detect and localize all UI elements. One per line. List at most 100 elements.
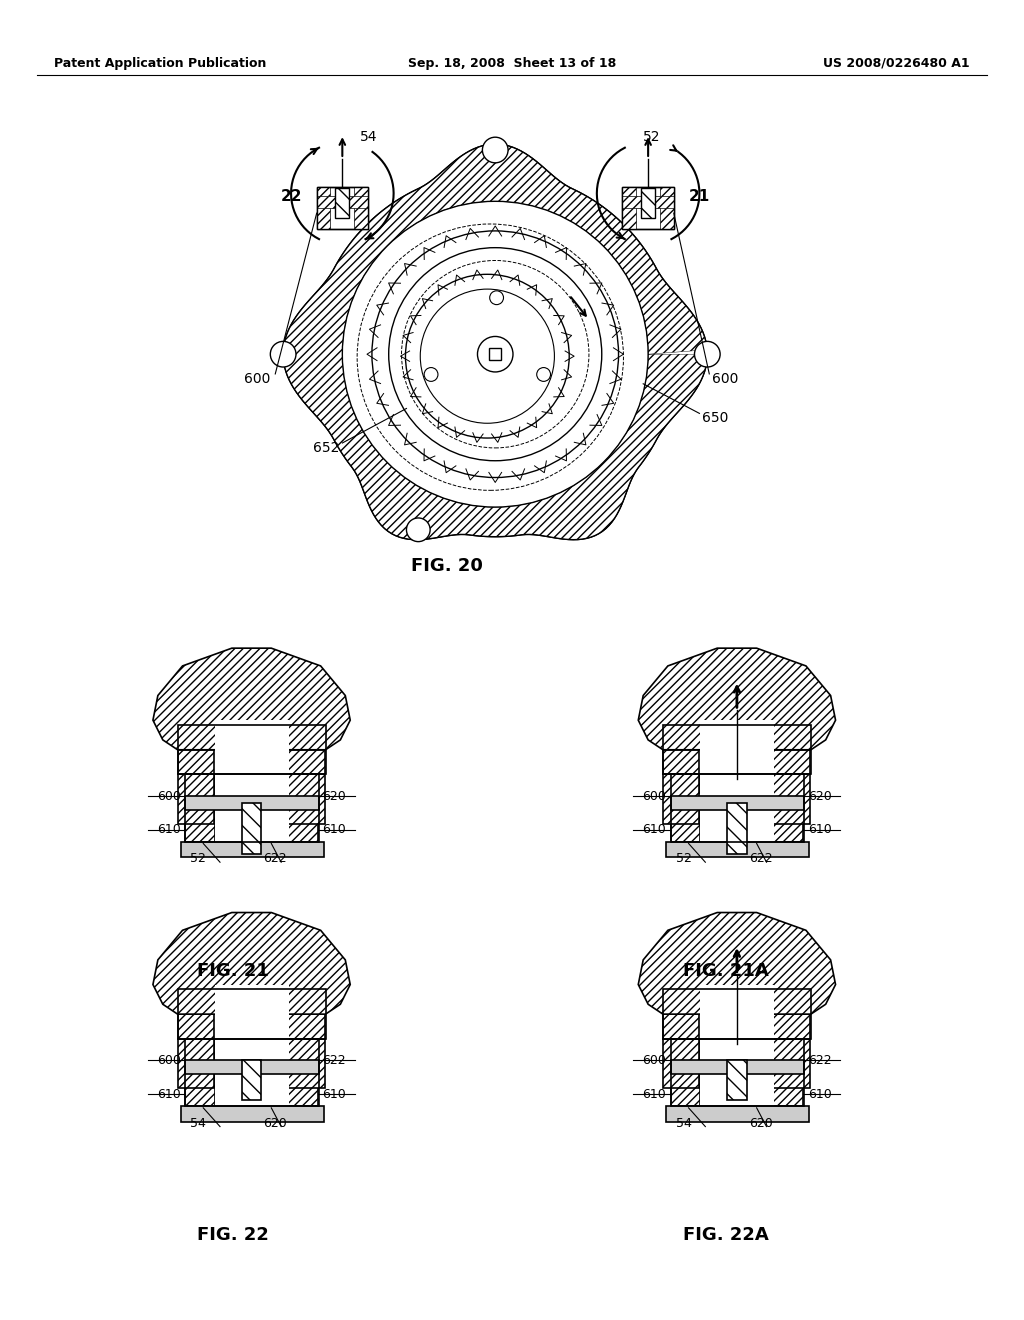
Text: 600: 600	[157, 1053, 180, 1067]
Bar	[185, 1060, 318, 1074]
Text: 622: 622	[323, 1053, 346, 1067]
Text: Patent Application Publication: Patent Application Publication	[54, 57, 266, 70]
Text: 600: 600	[244, 372, 270, 385]
Text: 52: 52	[643, 131, 660, 144]
Text: 620: 620	[263, 1117, 287, 1130]
Circle shape	[406, 275, 569, 438]
Bar	[177, 1039, 214, 1088]
Bar	[288, 775, 325, 824]
Bar	[215, 985, 289, 1014]
Bar	[177, 990, 326, 1039]
Bar	[671, 1060, 804, 1074]
Polygon shape	[153, 648, 350, 750]
Bar	[666, 1106, 809, 1122]
Bar	[671, 1039, 700, 1106]
Polygon shape	[284, 144, 708, 540]
Bar	[700, 721, 774, 750]
Bar	[663, 725, 811, 775]
Text: 620: 620	[749, 1117, 772, 1130]
Bar	[185, 1039, 215, 1106]
Text: 610: 610	[808, 1088, 831, 1101]
Polygon shape	[638, 648, 836, 750]
Bar	[185, 1057, 318, 1072]
Bar	[316, 187, 331, 228]
Polygon shape	[284, 144, 708, 540]
Bar	[215, 721, 289, 750]
Bar	[700, 985, 774, 1014]
Circle shape	[694, 342, 720, 367]
Bar	[354, 187, 368, 228]
Text: 600: 600	[642, 789, 666, 803]
Bar	[671, 775, 804, 842]
Text: FIG. 22: FIG. 22	[198, 1226, 269, 1243]
Text: 52: 52	[190, 853, 206, 865]
Bar	[177, 750, 214, 775]
Bar	[773, 1014, 810, 1039]
Bar	[242, 1060, 261, 1100]
Text: 610: 610	[323, 1088, 346, 1101]
Bar	[659, 187, 674, 228]
Circle shape	[372, 231, 618, 478]
Text: 622: 622	[749, 853, 772, 865]
Circle shape	[489, 290, 504, 305]
Text: FIG. 21: FIG. 21	[198, 962, 269, 979]
Circle shape	[424, 367, 438, 381]
Bar	[623, 187, 674, 228]
Bar	[185, 793, 318, 808]
Circle shape	[477, 337, 513, 372]
Circle shape	[343, 202, 647, 507]
Bar	[671, 775, 700, 842]
Bar	[700, 775, 774, 842]
Text: 610: 610	[642, 1088, 666, 1101]
Bar	[700, 1039, 774, 1106]
Text: 610: 610	[157, 1088, 180, 1101]
Bar	[663, 775, 699, 824]
Bar	[316, 187, 368, 228]
Bar	[336, 189, 349, 218]
Text: FIG. 20: FIG. 20	[412, 557, 483, 576]
Bar	[623, 197, 674, 209]
Circle shape	[537, 367, 551, 381]
Bar	[185, 775, 318, 842]
Bar	[663, 1039, 699, 1088]
Text: 610: 610	[642, 824, 666, 836]
Text: 52: 52	[676, 853, 691, 865]
Bar	[177, 725, 326, 775]
Text: 600: 600	[713, 372, 738, 385]
Bar	[316, 197, 368, 209]
Bar	[215, 990, 289, 1039]
Bar	[671, 1039, 804, 1106]
Bar	[489, 348, 501, 360]
Bar	[700, 725, 774, 775]
Text: 652: 652	[312, 441, 339, 455]
Text: 21: 21	[689, 189, 710, 203]
Circle shape	[482, 137, 508, 162]
Bar	[663, 1014, 699, 1039]
Bar	[185, 775, 215, 842]
Text: 620: 620	[808, 789, 831, 803]
Bar	[215, 1039, 289, 1106]
Text: 622: 622	[263, 853, 287, 865]
Bar	[288, 750, 325, 775]
Bar	[215, 775, 289, 842]
Bar	[773, 750, 810, 775]
Text: FIG. 22A: FIG. 22A	[683, 1226, 768, 1243]
Bar	[180, 842, 324, 857]
Bar	[773, 775, 810, 824]
Text: 22: 22	[281, 189, 302, 203]
Text: Sep. 18, 2008  Sheet 13 of 18: Sep. 18, 2008 Sheet 13 of 18	[408, 57, 616, 70]
Text: 600: 600	[642, 1053, 666, 1067]
Bar	[185, 1039, 318, 1106]
Circle shape	[389, 248, 602, 461]
Bar	[185, 796, 318, 810]
Bar	[671, 1057, 804, 1072]
Bar	[215, 725, 289, 775]
Bar	[773, 1039, 803, 1106]
Text: 54: 54	[360, 131, 378, 144]
Text: 54: 54	[676, 1117, 691, 1130]
Text: 620: 620	[323, 789, 346, 803]
Bar	[641, 189, 655, 218]
Text: US 2008/0226480 A1: US 2008/0226480 A1	[823, 57, 970, 70]
Bar	[773, 775, 803, 842]
Text: 610: 610	[808, 824, 831, 836]
